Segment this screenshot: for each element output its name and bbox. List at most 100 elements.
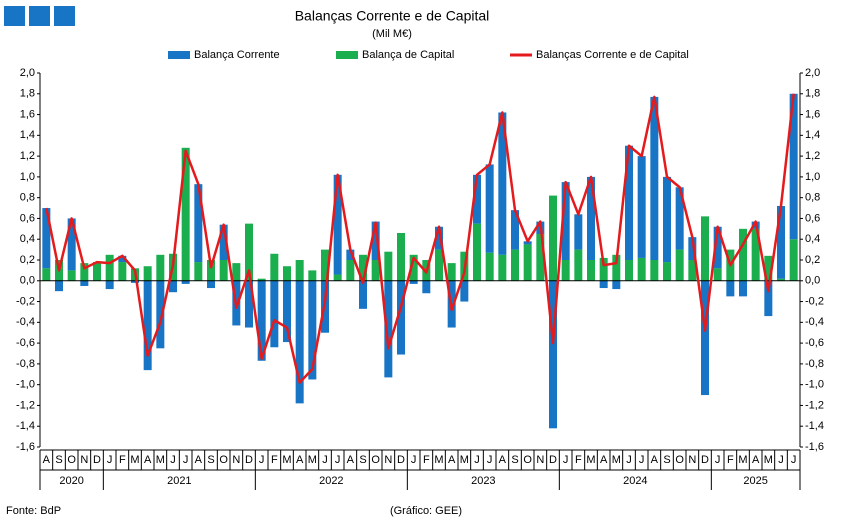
- year-label: 2025: [743, 475, 767, 487]
- y-tick-label: -1,0: [16, 379, 35, 391]
- chart-title: Balanças Corrente e de Capital: [295, 8, 490, 24]
- y2-tick-label: -1,0: [805, 379, 824, 391]
- bar: [574, 249, 583, 281]
- bar: [511, 249, 519, 281]
- y-tick-label: -0,2: [16, 295, 35, 307]
- bar: [637, 156, 646, 258]
- bar: [485, 252, 494, 281]
- bar: [346, 249, 355, 260]
- x-tick-label: M: [586, 454, 595, 466]
- bar: [295, 260, 304, 281]
- bar: [181, 280, 190, 284]
- x-tick-label: D: [397, 454, 405, 466]
- x-tick-label: A: [144, 454, 152, 466]
- x-tick-label: N: [80, 454, 88, 466]
- y-tick-label: -0,4: [16, 316, 35, 328]
- y2-tick-label: 0,4: [805, 233, 820, 245]
- bar: [194, 184, 203, 263]
- x-tick-label: F: [727, 454, 734, 466]
- y-tick-label: 1,4: [20, 129, 35, 141]
- y2-tick-label: -0,2: [805, 295, 824, 307]
- x-tick-label: A: [752, 454, 760, 466]
- source: Fonte: BdP: [6, 505, 61, 517]
- x-tick-label: O: [675, 454, 684, 466]
- x-tick-label: M: [308, 454, 317, 466]
- y-tick-label: -1,6: [16, 441, 35, 453]
- y2-tick-label: 1,4: [805, 129, 820, 141]
- x-tick-label: F: [423, 454, 430, 466]
- bar: [283, 266, 291, 281]
- bar: [764, 280, 773, 317]
- bar: [55, 280, 63, 292]
- x-tick-label: S: [359, 454, 366, 466]
- bar: [637, 257, 646, 281]
- bar: [397, 232, 405, 281]
- bar: [257, 280, 266, 361]
- year-label: 2024: [623, 475, 647, 487]
- credit: (Gráfico: GEE): [390, 505, 462, 517]
- bar: [371, 221, 380, 260]
- bar: [663, 262, 671, 281]
- x-tick-label: A: [296, 454, 304, 466]
- bar: [612, 280, 621, 290]
- x-tick-label: M: [156, 454, 165, 466]
- bar: [333, 274, 342, 281]
- bar: [283, 280, 291, 343]
- x-tick-label: S: [55, 454, 62, 466]
- x-tick-label: F: [575, 454, 582, 466]
- y-tick-label: 1,8: [20, 88, 35, 100]
- bar: [156, 254, 165, 281]
- bar: [207, 260, 215, 281]
- logo-block: [4, 6, 25, 26]
- bar: [105, 254, 114, 281]
- bar: [333, 174, 342, 275]
- bar: [561, 182, 570, 260]
- bar: [422, 280, 431, 294]
- bar: [675, 187, 684, 250]
- bar: [625, 145, 633, 260]
- y2-tick-label: 0,2: [805, 254, 820, 266]
- bar: [371, 260, 380, 281]
- bar: [789, 93, 798, 240]
- x-tick-label: N: [384, 454, 392, 466]
- x-tick-label: A: [499, 454, 507, 466]
- bar: [523, 244, 532, 281]
- x-tick-label: J: [474, 454, 480, 466]
- y2-tick-label: 0,6: [805, 212, 820, 224]
- bar: [67, 270, 76, 281]
- bar: [143, 266, 152, 281]
- bar: [131, 280, 139, 283]
- x-tick-label: M: [434, 454, 443, 466]
- bar: [473, 174, 481, 224]
- year-label: 2021: [167, 475, 191, 487]
- year-label: 2022: [319, 475, 343, 487]
- bar: [156, 280, 165, 349]
- bar: [726, 280, 735, 297]
- bar: [118, 255, 127, 263]
- bar: [473, 223, 481, 281]
- x-tick-label: M: [612, 454, 621, 466]
- x-tick-label: O: [371, 454, 380, 466]
- x-tick-label: D: [701, 454, 709, 466]
- bar: [169, 280, 177, 293]
- y-tick-label: 0,8: [20, 192, 35, 204]
- y-tick-label: -0,6: [16, 337, 35, 349]
- bar: [359, 280, 367, 309]
- bar: [219, 224, 228, 260]
- bar: [460, 280, 469, 302]
- legend-label: Balança de Capital: [362, 49, 454, 61]
- logo-block: [54, 6, 75, 26]
- x-tick-label: O: [67, 454, 76, 466]
- x-tick-label: S: [511, 454, 518, 466]
- x-tick-label: A: [448, 454, 456, 466]
- y-tick-label: -0,8: [16, 358, 35, 370]
- bar: [308, 280, 317, 380]
- y-tick-label: -1,4: [16, 420, 35, 432]
- bar: [650, 260, 659, 281]
- bar: [713, 268, 722, 281]
- bar: [194, 262, 203, 281]
- bar: [435, 249, 443, 281]
- y-tick-label: 2,0: [20, 67, 35, 79]
- y2-tick-label: -1,2: [805, 399, 824, 411]
- x-tick-label: M: [130, 454, 139, 466]
